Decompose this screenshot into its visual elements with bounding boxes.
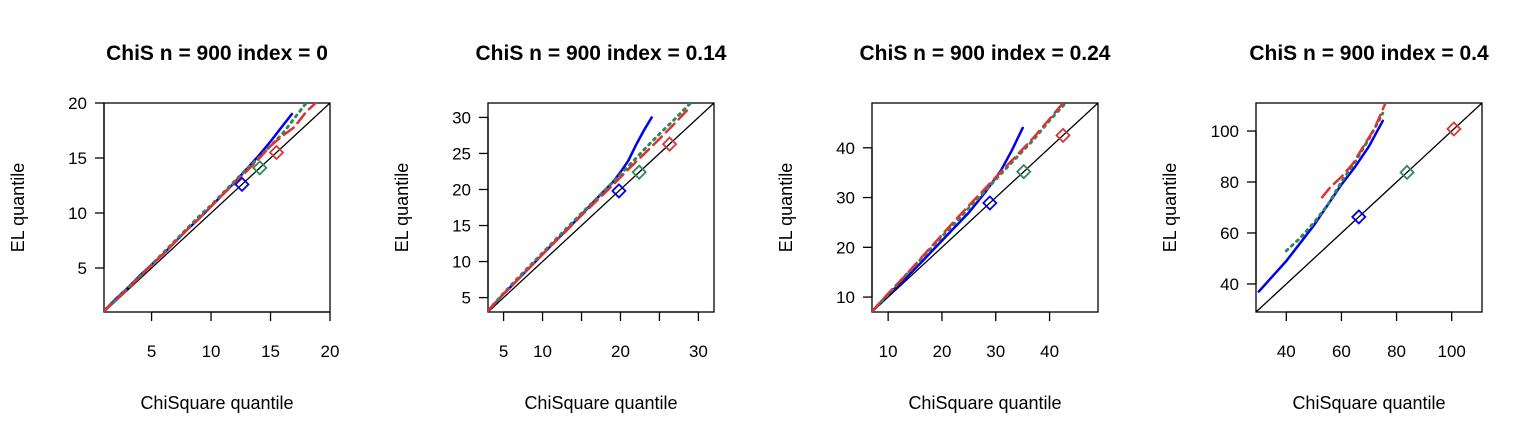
x-axis-label: ChiSquare quantile	[140, 393, 293, 413]
series-line-dotted	[488, 103, 693, 312]
y-tick-label: 60	[1220, 224, 1239, 243]
reference-line	[488, 103, 714, 312]
series-line-dashed	[488, 105, 692, 312]
chart-panel-3: ChiS n = 900 index = 0.24 ChiSquare quant…	[776, 42, 1111, 413]
chart-title: ChiS n = 900 index = 0.4	[1249, 42, 1489, 65]
y-tick-label: 15	[68, 149, 87, 168]
series-line-solid	[104, 112, 294, 312]
y-tick-label: 20	[836, 238, 855, 257]
diamond-marker	[611, 183, 627, 199]
y-tick-label: 10	[68, 204, 87, 223]
y-tick-label: 10	[452, 253, 471, 272]
y-tick-label: 10	[836, 288, 855, 307]
chart-title: ChiS n = 900 index = 0	[106, 42, 328, 65]
y-tick-label: 40	[836, 139, 855, 158]
y-axis-label: EL quantile	[8, 163, 28, 252]
x-tick-label: 100	[1437, 342, 1465, 361]
x-tick-label: 10	[202, 342, 221, 361]
plot-area	[1256, 103, 1482, 312]
y-axis-label: EL quantile	[776, 163, 796, 252]
x-tick-label: 10	[533, 342, 552, 361]
diamond-marker	[1399, 164, 1415, 181]
plot-frame	[103, 102, 331, 313]
diamond-marker	[1055, 127, 1071, 144]
x-tick-label: 40	[1277, 342, 1296, 361]
y-tick-label: 20	[452, 180, 471, 199]
y-axis-label: EL quantile	[1160, 163, 1180, 252]
y-tick-label: 5	[462, 289, 471, 308]
y-tick-label: 25	[452, 144, 471, 163]
plot-area	[104, 103, 330, 312]
x-tick-label: 20	[611, 342, 630, 361]
plot-area	[872, 103, 1098, 312]
chart-title: ChiS n = 900 index = 0.14	[476, 42, 727, 65]
x-axis-label: ChiSquare quantile	[908, 393, 1061, 413]
chart-panel-4: ChiS n = 900 index = 0.4 ChiSquare quanti…	[1160, 42, 1489, 413]
x-tick-label: 20	[321, 342, 340, 361]
x-axis-label: ChiSquare quantile	[524, 393, 677, 413]
x-tick-label: 60	[1332, 342, 1351, 361]
series-line-solid	[488, 116, 653, 312]
diamond-marker	[1446, 121, 1462, 137]
diamond-marker	[1015, 163, 1032, 180]
series-line-dotted	[872, 103, 1068, 312]
y-tick-label: 30	[836, 189, 855, 208]
x-tick-label: 30	[689, 342, 708, 361]
x-tick-label: 40	[1040, 342, 1059, 361]
series-line-dotted	[1284, 111, 1385, 253]
y-tick-label: 15	[452, 217, 471, 236]
x-tick-label: 20	[932, 342, 951, 361]
x-axis-label: ChiSquare quantile	[1292, 393, 1445, 413]
y-tick-label: 30	[452, 108, 471, 127]
plot-frame	[487, 102, 715, 313]
diamond-marker	[982, 195, 998, 211]
y-tick-label: 80	[1220, 173, 1239, 192]
x-tick-label: 10	[879, 342, 898, 361]
reference-line	[1256, 103, 1482, 312]
reference-line	[872, 103, 1098, 312]
y-tick-label: 5	[78, 259, 87, 278]
diamond-marker	[234, 176, 250, 193]
chart-panel-2: ChiS n = 900 index = 0.14 ChiSquare quant…	[392, 42, 727, 413]
y-tick-label: 20	[68, 94, 87, 113]
x-tick-label: 5	[499, 342, 508, 361]
y-tick-label: 40	[1220, 275, 1239, 294]
diamond-marker	[631, 164, 647, 180]
x-tick-label: 15	[261, 342, 280, 361]
plot-area	[488, 103, 714, 312]
chart-panel-1: ChiS n = 900 index = 0 ChiSquare quantile…	[8, 42, 339, 413]
diamond-marker	[268, 144, 285, 161]
x-tick-label: 5	[147, 342, 156, 361]
series-line-dashed	[872, 103, 1065, 312]
series-line-solid	[872, 126, 1024, 312]
diamond-marker	[252, 160, 268, 176]
x-tick-label: 30	[986, 342, 1005, 361]
diamond-marker	[661, 136, 678, 152]
y-axis-label: EL quantile	[392, 163, 412, 252]
reference-line	[104, 103, 330, 312]
plot-frame	[871, 102, 1099, 313]
series-line-dashed	[1320, 103, 1387, 199]
diamond-marker	[1351, 209, 1367, 225]
x-tick-label: 80	[1387, 342, 1406, 361]
y-tick-label: 100	[1211, 122, 1239, 141]
series-line-dashed	[104, 103, 317, 312]
plot-frame	[1255, 102, 1483, 313]
chart-title: ChiS n = 900 index = 0.24	[860, 42, 1111, 65]
